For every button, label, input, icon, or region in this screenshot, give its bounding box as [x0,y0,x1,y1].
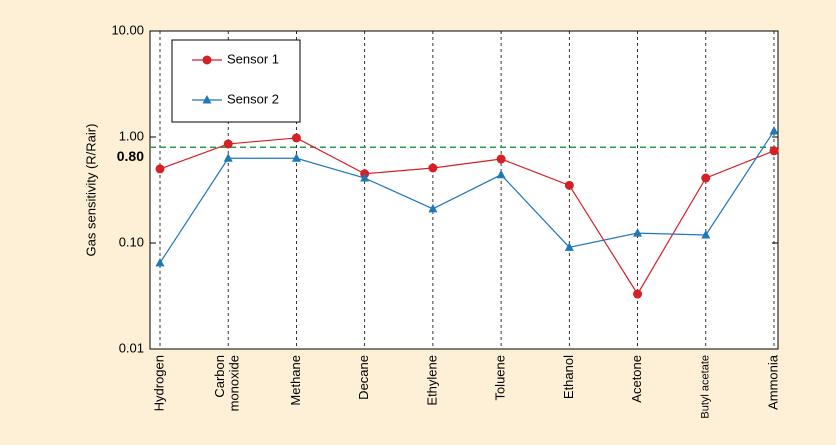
data-point [633,289,643,299]
series-line [159,137,775,296]
x-tick-label: Ethylene [424,355,439,406]
y-tick-label: 10.00 [111,22,144,37]
data-point [428,203,438,213]
legend-label: Sensor 1 [227,51,279,66]
data-point [360,173,370,182]
data-point [496,169,506,179]
legend-box [171,39,301,123]
data-point [428,163,438,173]
data-point [564,180,574,190]
legend: Sensor 1 Sensor 2 [171,39,301,123]
x-tick-label: Methane [288,355,303,406]
data-point [223,139,233,149]
x-tick-label: Decane [356,355,371,400]
series-line [159,130,775,264]
data-point [223,153,233,162]
x-tick-label: Acetone [629,355,644,403]
y-tick-label: 0.01 [119,340,144,355]
x-tick-label: Butyl acetate [700,355,712,419]
data-point [155,164,165,174]
data-point [564,242,574,251]
threshold-label: 0.80 [117,148,144,164]
data-point [769,125,779,135]
data-point [155,257,165,267]
data-point [291,153,301,162]
legend-marker [202,55,212,65]
y-tick-label: 0.10 [119,234,144,249]
data-point [496,154,506,164]
x-tick-label: Carbonmonoxide [213,355,242,411]
legend-label: Sensor 2 [227,91,279,106]
legend-marker [202,95,212,104]
data-point [769,146,779,156]
data-point [291,133,301,143]
y-tick-label: 1.00 [119,128,144,143]
data-point [633,228,643,237]
data-point [701,229,711,239]
x-tick-label: Ammonia [765,354,780,410]
x-tick-label: Toluene [493,355,508,401]
data-point [701,173,711,183]
x-tick-label: Ethanol [561,355,576,399]
x-tick-label: Hydrogen [151,355,166,411]
y-axis-label: Gas sensitivity (R/Rair) [83,124,98,257]
